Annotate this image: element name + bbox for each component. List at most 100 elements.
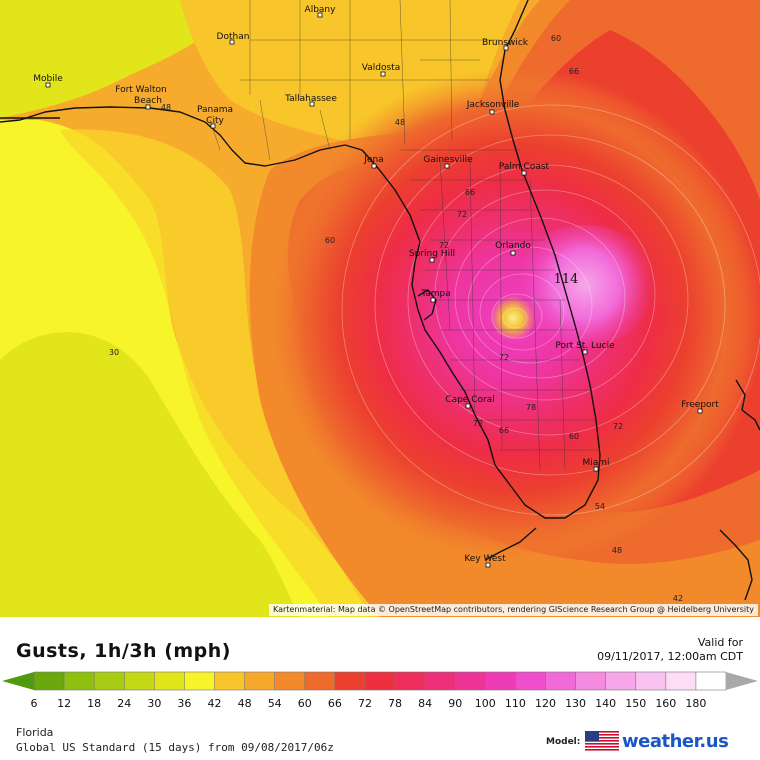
scale-swatch bbox=[124, 672, 155, 690]
city-label[interactable]: Tallahassee bbox=[284, 94, 337, 104]
contour-label: 48 bbox=[395, 118, 405, 127]
scale-tick-label: 30 bbox=[147, 697, 161, 710]
city-label[interactable]: Beach bbox=[134, 96, 162, 106]
scale-tick-label: 150 bbox=[625, 697, 646, 710]
contour-label: 42 bbox=[673, 594, 683, 603]
scale-tick-label: 180 bbox=[685, 697, 706, 710]
contour-label-layer: 60 66 48 48 66 72 72 60 30 72 78 72 66 60 72 54 48 42 bbox=[109, 34, 683, 603]
brand-logo[interactable]: weather.us bbox=[622, 731, 729, 752]
field-west-green bbox=[0, 332, 300, 617]
city-label[interactable]: Jacksonville bbox=[466, 100, 520, 110]
city-marker bbox=[380, 71, 386, 77]
city-label[interactable]: Freeport bbox=[681, 400, 719, 410]
city-label[interactable]: Panama bbox=[197, 105, 233, 115]
scale-swatch bbox=[575, 672, 607, 690]
city-marker bbox=[229, 39, 235, 45]
scale-swatch bbox=[364, 672, 396, 690]
city-marker bbox=[145, 104, 151, 110]
city-marker bbox=[582, 349, 588, 355]
scale-swatch bbox=[515, 672, 546, 690]
scale-swatch bbox=[184, 672, 216, 690]
isotachs bbox=[341, 104, 760, 516]
scale-swatch bbox=[154, 672, 185, 690]
scale-swatch bbox=[695, 672, 727, 690]
city-label[interactable]: Spring Hill bbox=[409, 249, 455, 259]
city-marker bbox=[510, 250, 516, 256]
map-attribution[interactable]: Kartenmaterial: Map data © OpenStreetMap… bbox=[268, 604, 758, 616]
city-label[interactable]: Jena bbox=[363, 155, 383, 165]
valid-for-label: Valid for bbox=[697, 636, 743, 649]
city-marker bbox=[430, 297, 436, 303]
contour-label: 72 bbox=[613, 422, 623, 431]
city-label[interactable]: Fort Walton bbox=[115, 85, 167, 95]
scale-arrow-right bbox=[726, 672, 758, 690]
city-marker bbox=[697, 408, 703, 414]
city-marker bbox=[317, 12, 323, 18]
city-label[interactable]: Tampa bbox=[420, 289, 451, 299]
contour-label: 48 bbox=[612, 546, 622, 555]
city-label[interactable]: Brunswick bbox=[482, 38, 529, 48]
city-label[interactable]: Cape Coral bbox=[445, 395, 494, 405]
city-marker bbox=[485, 562, 491, 568]
city-label[interactable]: Mobile bbox=[33, 74, 63, 84]
city-label[interactable]: Port St. Lucie bbox=[555, 341, 615, 351]
scale-tick-label: 12 bbox=[57, 697, 71, 710]
scale-tick-label: 24 bbox=[117, 697, 131, 710]
max-gust-label: 114 bbox=[554, 272, 579, 287]
scale-swatch bbox=[425, 672, 456, 690]
scale-swatch bbox=[304, 672, 336, 690]
legend-title: Gusts, 1h/3h (mph) bbox=[16, 640, 231, 662]
scale-tick-label: 110 bbox=[505, 697, 526, 710]
scale-tick-label: 66 bbox=[328, 697, 342, 710]
contour-label: 66 bbox=[465, 188, 475, 197]
scale-swatch bbox=[34, 672, 65, 690]
city-marker bbox=[593, 466, 599, 472]
city-label[interactable]: Orlando bbox=[495, 241, 531, 251]
city-marker bbox=[45, 82, 51, 88]
scale-ticks: 6 12 18 24 30 36 42 48 54 60 66 72 78 84 90 100 110 120 13… bbox=[31, 672, 706, 710]
scale-tick-label: 60 bbox=[298, 697, 312, 710]
scale-tick-label: 90 bbox=[448, 697, 462, 710]
city-marker bbox=[503, 45, 509, 51]
scale-swatch bbox=[635, 672, 667, 690]
scale-swatch bbox=[395, 672, 426, 690]
scale-tick-label: 100 bbox=[475, 697, 496, 710]
city-marker bbox=[371, 163, 377, 169]
contour-label: 60 bbox=[569, 432, 579, 441]
valid-time: 09/11/2017, 12:00am CDT bbox=[597, 650, 743, 663]
scale-tick-label: 6 bbox=[31, 697, 38, 710]
scale-tick-label: 130 bbox=[565, 697, 586, 710]
scale-swatch bbox=[665, 672, 697, 690]
scale-swatch bbox=[545, 672, 577, 690]
scale-swatch bbox=[94, 672, 125, 690]
city-label[interactable]: Miami bbox=[582, 458, 609, 468]
city-label[interactable]: Albany bbox=[305, 5, 337, 15]
scale-swatch bbox=[214, 672, 246, 690]
field-northwest bbox=[0, 0, 230, 118]
contour-label: 30 bbox=[109, 348, 119, 357]
city-marker bbox=[444, 163, 450, 169]
scale-tick-label: 78 bbox=[388, 697, 402, 710]
city-layer: Albany Dothan Brunswick Mobile Valdosta Fort … bbox=[33, 5, 719, 568]
scale-tick-label: 120 bbox=[535, 697, 556, 710]
contour-label: 48 bbox=[161, 103, 171, 112]
city-label[interactable]: Dothan bbox=[217, 32, 250, 42]
city-marker bbox=[429, 257, 435, 263]
scale-swatch bbox=[274, 672, 306, 690]
contour-label: 60 bbox=[551, 34, 561, 43]
contour-label: 72 bbox=[439, 241, 449, 250]
city-label[interactable]: Valdosta bbox=[362, 63, 400, 73]
city-label[interactable]: City bbox=[206, 116, 224, 126]
scale-swatch bbox=[64, 672, 95, 690]
contour-label: 78 bbox=[526, 403, 536, 412]
city-label[interactable]: Key West bbox=[464, 554, 506, 564]
scale-tick-label: 160 bbox=[655, 697, 676, 710]
gusts-map[interactable]: Albany Dothan Brunswick Mobile Valdosta Fort … bbox=[0, 0, 760, 617]
model-run-label: Global US Standard (15 days) from 09/08/… bbox=[16, 741, 334, 754]
scale-swatch bbox=[605, 672, 637, 690]
city-marker bbox=[489, 109, 495, 115]
contour-label: 54 bbox=[595, 502, 605, 511]
city-label[interactable]: Gainesville bbox=[423, 155, 473, 165]
city-label[interactable]: Palm Coast bbox=[499, 162, 550, 172]
scale-swatch bbox=[455, 672, 486, 690]
